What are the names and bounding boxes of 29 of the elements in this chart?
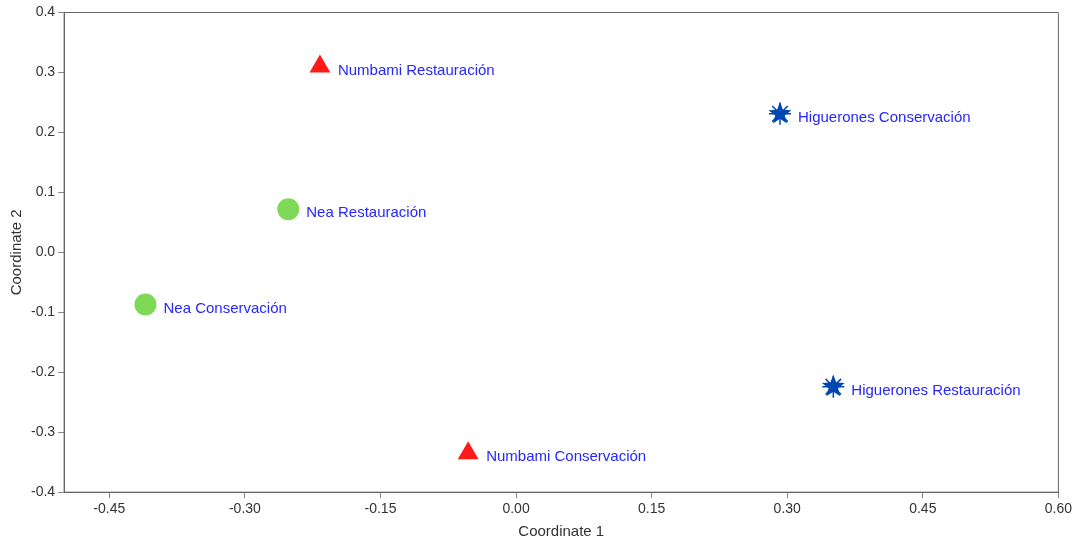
annotation: Nea Restauración — [306, 203, 427, 221]
point — [457, 441, 479, 460]
annotation: Numbami Restauración — [337, 60, 495, 78]
x-tick-label: -0.15 — [364, 500, 397, 517]
x-tick-label: -0.45 — [93, 500, 126, 517]
x-tick-label: 0.30 — [773, 500, 802, 517]
annotation: Higuerones Conservación — [797, 107, 971, 125]
y-tick-label: -0.2 — [31, 363, 56, 380]
y-tick-label: -0.1 — [31, 303, 56, 320]
y-tick-label: -0.4 — [31, 483, 56, 500]
annotation: Numbami Conservación — [486, 447, 647, 465]
annotation: Higuerones Restauración — [851, 380, 1021, 398]
y-tick-label: 0.0 — [35, 243, 56, 260]
annotation: Nea Conservación — [163, 298, 287, 316]
x-tick-label: 0.45 — [909, 500, 937, 517]
point — [309, 54, 331, 73]
y-tick-label: -0.3 — [31, 423, 56, 440]
x-tick-label: 0.15 — [638, 500, 666, 517]
y-axis-title: Coordinate 2 — [7, 209, 25, 296]
point — [134, 293, 157, 316]
y-tick-label: 0.1 — [35, 183, 56, 200]
x-tick-label: -0.30 — [228, 500, 262, 517]
x-tick-label: 0.00 — [502, 500, 530, 517]
x-axis-title: Coordinate 1 — [518, 522, 605, 540]
point — [277, 198, 300, 221]
y-tick-label: 0.2 — [35, 123, 56, 140]
y-tick-label: 0.3 — [35, 63, 56, 80]
y-tick-label: 0.4 — [35, 3, 56, 20]
x-tick-label: 0.60 — [1044, 500, 1073, 517]
